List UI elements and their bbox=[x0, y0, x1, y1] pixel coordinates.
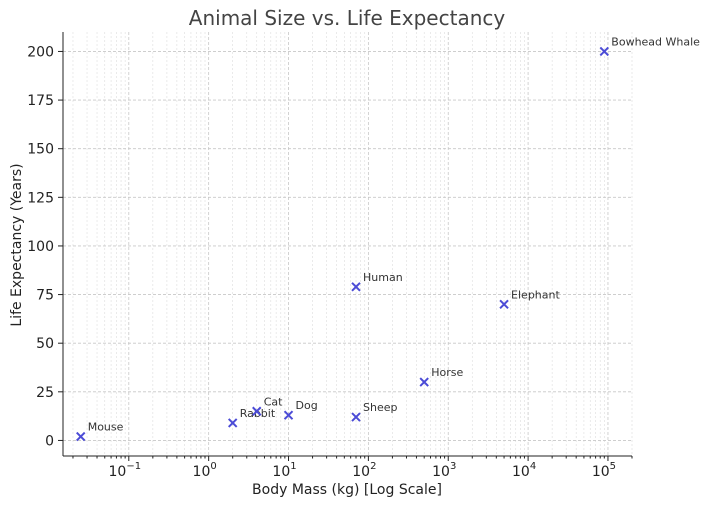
y-tick-label: 0 bbox=[45, 433, 54, 449]
marker-stroke bbox=[419, 377, 429, 387]
x-axis-label: Body Mass (kg) [Log Scale] bbox=[252, 482, 442, 498]
data-point: Horse bbox=[419, 366, 463, 387]
point-label: Cat bbox=[264, 395, 283, 408]
marker-stroke bbox=[351, 412, 361, 422]
y-tick-label: 75 bbox=[36, 288, 54, 304]
x-tick-label: 102 bbox=[352, 461, 376, 480]
axes: 10−1 100 101 102 103 104 105 0 25 50 75 100 125 150 17… bbox=[27, 32, 633, 480]
y-axis-label: Life Expectancy (Years) bbox=[9, 163, 25, 326]
data-point: Elephant bbox=[499, 288, 560, 310]
marker-stroke bbox=[283, 410, 294, 420]
x-tick-label: 104 bbox=[512, 461, 536, 480]
grid bbox=[63, 32, 633, 456]
marker-stroke bbox=[227, 418, 238, 428]
point-label: Dog bbox=[296, 399, 318, 412]
x-tick-label: 100 bbox=[193, 461, 217, 480]
marker-stroke bbox=[76, 431, 86, 442]
point-label: Horse bbox=[431, 366, 463, 379]
marker-stroke bbox=[252, 406, 262, 416]
x-tick-label: 103 bbox=[432, 461, 456, 480]
marker-stroke bbox=[499, 299, 509, 310]
data-point: Sheep bbox=[351, 401, 397, 422]
x-tick-label: 105 bbox=[592, 461, 616, 480]
y-tick-label: 150 bbox=[27, 142, 54, 158]
point-label: Sheep bbox=[363, 401, 397, 414]
point-label: Human bbox=[363, 271, 403, 284]
point-label: Elephant bbox=[511, 288, 560, 301]
y-tick-label: 50 bbox=[36, 336, 54, 352]
data-point: Rabbit bbox=[227, 407, 276, 428]
data-point: Dog bbox=[283, 399, 318, 420]
data-point: Mouse bbox=[76, 421, 124, 442]
y-tick-label: 200 bbox=[27, 44, 54, 60]
point-label: Bowhead Whale bbox=[611, 35, 700, 48]
chart-title: Animal Size vs. Life Expectancy bbox=[189, 6, 506, 30]
y-tick-label: 25 bbox=[36, 385, 54, 401]
data-point: Bowhead Whale bbox=[599, 35, 700, 57]
y-tick-label: 175 bbox=[27, 93, 54, 109]
data-point: Cat bbox=[252, 395, 283, 416]
data-point: Human bbox=[351, 271, 403, 292]
point-label: Mouse bbox=[88, 421, 124, 434]
marker-stroke bbox=[351, 282, 361, 292]
marker-stroke bbox=[599, 46, 610, 57]
y-tick-label: 125 bbox=[27, 190, 54, 206]
x-tick-label: 10−1 bbox=[109, 461, 142, 480]
x-tick-label: 101 bbox=[272, 461, 296, 480]
y-tick-label: 100 bbox=[27, 239, 54, 255]
